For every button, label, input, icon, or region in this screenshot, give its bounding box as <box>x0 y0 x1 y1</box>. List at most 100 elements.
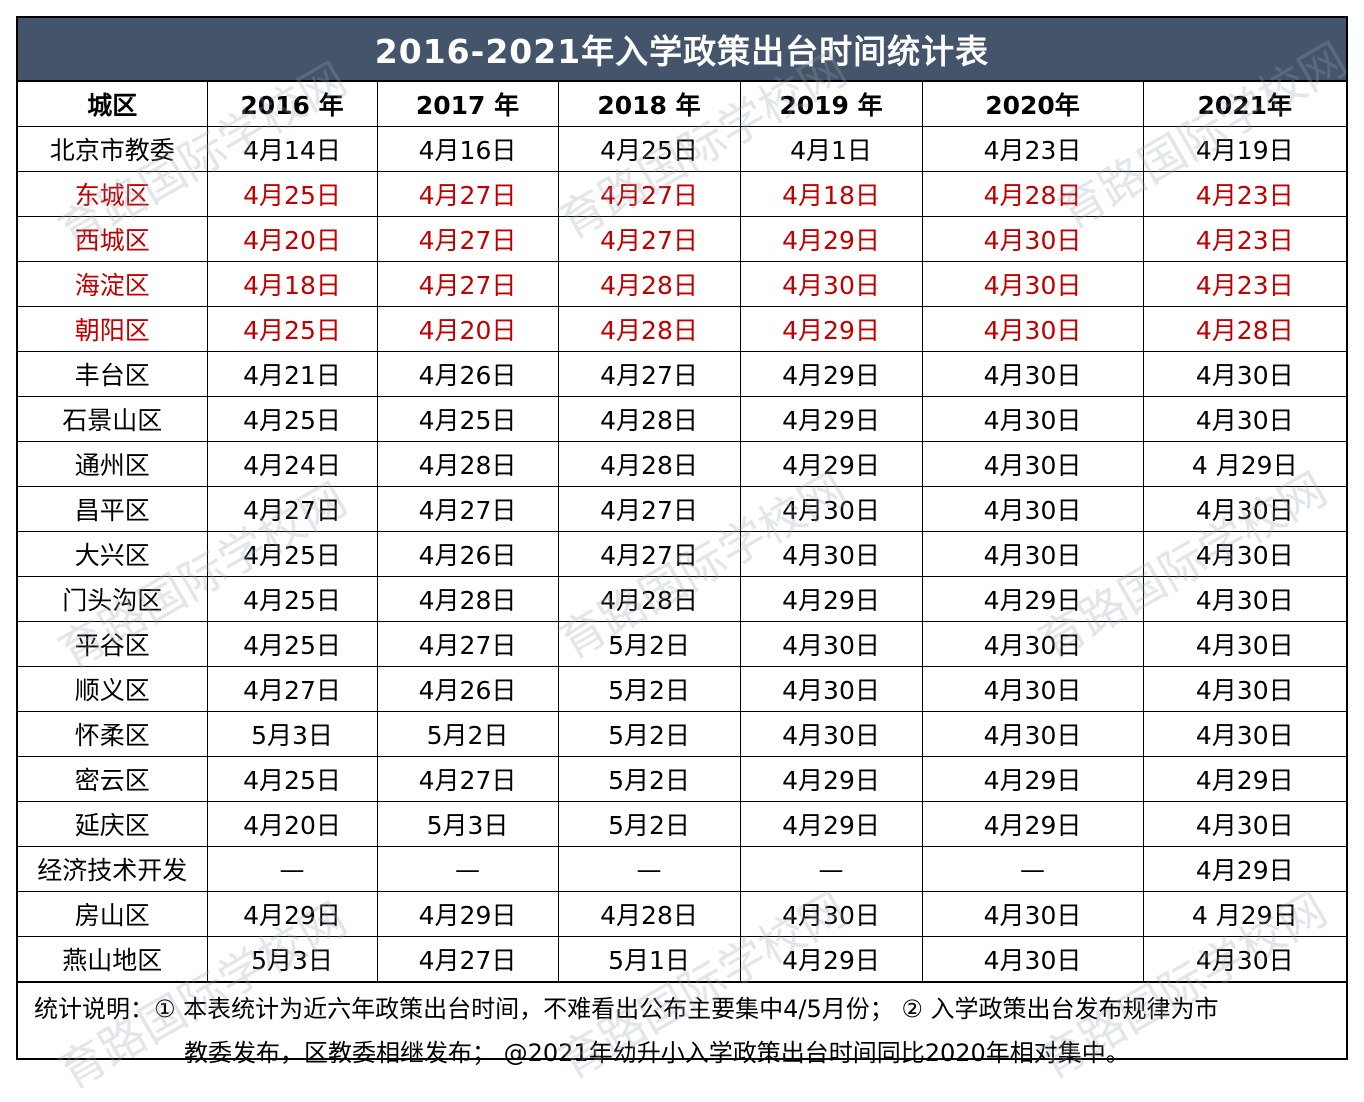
date-cell: 4 月29日 <box>1142 891 1346 937</box>
date-cell: 4月30日 <box>739 486 923 532</box>
policy-timeline-sheet: 2016-2021年入学政策出台时间统计表 城区 2016 年 2017 年 2… <box>16 16 1348 1067</box>
date-cell: 5月3日 <box>206 711 378 757</box>
table-row: 怀柔区 5月3日 5月2日 5月2日 4月30日 4月30日 4月30日 <box>18 711 1346 757</box>
date-cell: 4月25日 <box>206 531 378 577</box>
date-cell: 4月29日 <box>921 801 1144 847</box>
table-row: 朝阳区 4月25日 4月20日 4月28日 4月29日 4月30日 4月28日 <box>18 306 1346 352</box>
date-cell: 4月30日 <box>921 711 1144 757</box>
date-cell: 4月28日 <box>557 891 741 937</box>
date-cell: 4月16日 <box>376 126 559 172</box>
date-cell: 4月25日 <box>376 396 559 442</box>
date-cell: 4月29日 <box>739 936 923 982</box>
district-cell: 北京市教委 <box>18 126 208 172</box>
district-cell: 通州区 <box>18 441 208 487</box>
date-cell: 4月27日 <box>376 171 559 217</box>
district-cell: 海淀区 <box>18 261 208 307</box>
date-cell: 4月30日 <box>739 711 923 757</box>
date-cell: 4月19日 <box>1142 126 1346 172</box>
date-cell: 4月30日 <box>1142 711 1346 757</box>
district-cell: 延庆区 <box>18 801 208 847</box>
table-row: 房山区 4月29日 4月29日 4月28日 4月30日 4月30日 4 月29日 <box>18 891 1346 937</box>
date-cell: — <box>206 846 378 892</box>
date-cell: 4月27日 <box>206 486 378 532</box>
date-cell: 4月29日 <box>921 756 1144 802</box>
date-cell: 4月27日 <box>557 216 741 262</box>
header-2020: 2020年 <box>921 82 1144 127</box>
date-cell: 4月28日 <box>557 396 741 442</box>
date-cell: 4月23日 <box>921 126 1144 172</box>
table-row: 大兴区 4月25日 4月26日 4月27日 4月30日 4月30日 4月30日 <box>18 531 1346 577</box>
date-cell: 4月28日 <box>921 171 1144 217</box>
date-cell: 4月29日 <box>739 396 923 442</box>
date-cell: 4月27日 <box>557 486 741 532</box>
date-cell: 4月28日 <box>557 441 741 487</box>
date-cell: 4月30日 <box>1142 801 1346 847</box>
table-row: 海淀区 4月18日 4月27日 4月28日 4月30日 4月30日 4月23日 <box>18 261 1346 307</box>
date-cell: 4月30日 <box>921 666 1144 712</box>
district-cell: 门头沟区 <box>18 576 208 622</box>
date-cell: 4月27日 <box>557 171 741 217</box>
date-cell: 4月27日 <box>557 351 741 397</box>
date-cell: — <box>921 846 1144 892</box>
date-cell: 4月27日 <box>376 756 559 802</box>
date-cell: 4月30日 <box>1142 486 1346 532</box>
date-cell: — <box>376 846 559 892</box>
date-cell: 4 月29日 <box>1142 441 1346 487</box>
date-cell: 4月28日 <box>376 576 559 622</box>
table-row: 平谷区 4月25日 4月27日 5月2日 4月30日 4月30日 4月30日 <box>18 621 1346 667</box>
date-cell: — <box>739 846 923 892</box>
date-cell: 4月29日 <box>739 306 923 352</box>
date-cell: 4月25日 <box>206 396 378 442</box>
table-row: 密云区 4月25日 4月27日 5月2日 4月29日 4月29日 4月29日 <box>18 756 1346 802</box>
date-cell: 4月29日 <box>921 576 1144 622</box>
date-cell: 4月27日 <box>376 621 559 667</box>
date-cell: 4月29日 <box>206 891 378 937</box>
date-cell: 4月25日 <box>206 306 378 352</box>
date-cell: 4月30日 <box>921 351 1144 397</box>
date-cell: 4月27日 <box>376 936 559 982</box>
date-cell: 4月24日 <box>206 441 378 487</box>
district-cell: 顺义区 <box>18 666 208 712</box>
header-2018: 2018 年 <box>557 82 741 127</box>
table-row: 丰台区 4月21日 4月26日 4月27日 4月29日 4月30日 4月30日 <box>18 351 1346 397</box>
date-cell: 4月30日 <box>921 216 1144 262</box>
table-row: 延庆区 4月20日 5月3日 5月2日 4月29日 4月29日 4月30日 <box>18 801 1346 847</box>
date-cell: 4月20日 <box>376 306 559 352</box>
district-cell: 昌平区 <box>18 486 208 532</box>
table-row: 通州区 4月24日 4月28日 4月28日 4月29日 4月30日 4 月29日 <box>18 441 1346 487</box>
date-cell: 5月3日 <box>376 801 559 847</box>
district-cell: 丰台区 <box>18 351 208 397</box>
date-cell: 4月30日 <box>1142 396 1346 442</box>
district-cell: 东城区 <box>18 171 208 217</box>
date-cell: — <box>557 846 741 892</box>
statistics-note: 统计说明：① 本表统计为近六年政策出台时间，不难看出公布主要集中4/5月份； ②… <box>18 982 1346 1076</box>
date-cell: 4月30日 <box>1142 531 1346 577</box>
date-cell: 4月27日 <box>557 531 741 577</box>
date-cell: 5月2日 <box>557 711 741 757</box>
table-row: 门头沟区 4月25日 4月28日 4月28日 4月29日 4月29日 4月30日 <box>18 576 1346 622</box>
date-cell: 4月23日 <box>1142 216 1346 262</box>
header-2016: 2016 年 <box>206 82 378 127</box>
header-2019: 2019 年 <box>739 82 923 127</box>
date-cell: 4月29日 <box>739 576 923 622</box>
table-row: 石景山区 4月25日 4月25日 4月28日 4月29日 4月30日 4月30日 <box>18 396 1346 442</box>
date-cell: 4月29日 <box>739 216 923 262</box>
date-cell: 4月30日 <box>739 666 923 712</box>
table-row: 西城区 4月20日 4月27日 4月27日 4月29日 4月30日 4月23日 <box>18 216 1346 262</box>
district-cell: 燕山地区 <box>18 936 208 982</box>
date-cell: 4月26日 <box>376 531 559 577</box>
table-row: 昌平区 4月27日 4月27日 4月27日 4月30日 4月30日 4月30日 <box>18 486 1346 532</box>
date-cell: 4月23日 <box>1142 171 1346 217</box>
date-cell: 4月27日 <box>376 216 559 262</box>
date-cell: 4月25日 <box>206 576 378 622</box>
date-cell: 5月2日 <box>557 756 741 802</box>
date-cell: 4月18日 <box>206 261 378 307</box>
district-cell: 房山区 <box>18 891 208 937</box>
date-cell: 4月28日 <box>376 441 559 487</box>
date-cell: 4月30日 <box>739 261 923 307</box>
table-row: 北京市教委 4月14日 4月16日 4月25日 4月1日 4月23日 4月19日 <box>18 126 1346 172</box>
table-row: 东城区 4月25日 4月27日 4月27日 4月18日 4月28日 4月23日 <box>18 171 1346 217</box>
date-cell: 4月23日 <box>1142 261 1346 307</box>
date-cell: 5月3日 <box>206 936 378 982</box>
date-cell: 4月30日 <box>921 486 1144 532</box>
